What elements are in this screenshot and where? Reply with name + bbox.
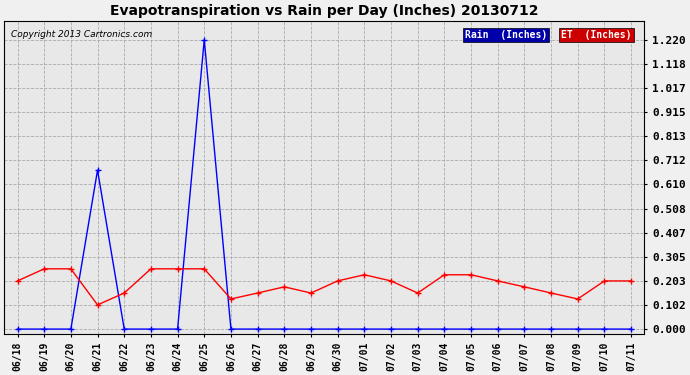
Title: Evapotranspiration vs Rain per Day (Inches) 20130712: Evapotranspiration vs Rain per Day (Inch… bbox=[110, 4, 539, 18]
Text: ET  (Inches): ET (Inches) bbox=[561, 30, 632, 40]
Text: Rain  (Inches): Rain (Inches) bbox=[465, 30, 547, 40]
Text: Copyright 2013 Cartronics.com: Copyright 2013 Cartronics.com bbox=[10, 30, 152, 39]
